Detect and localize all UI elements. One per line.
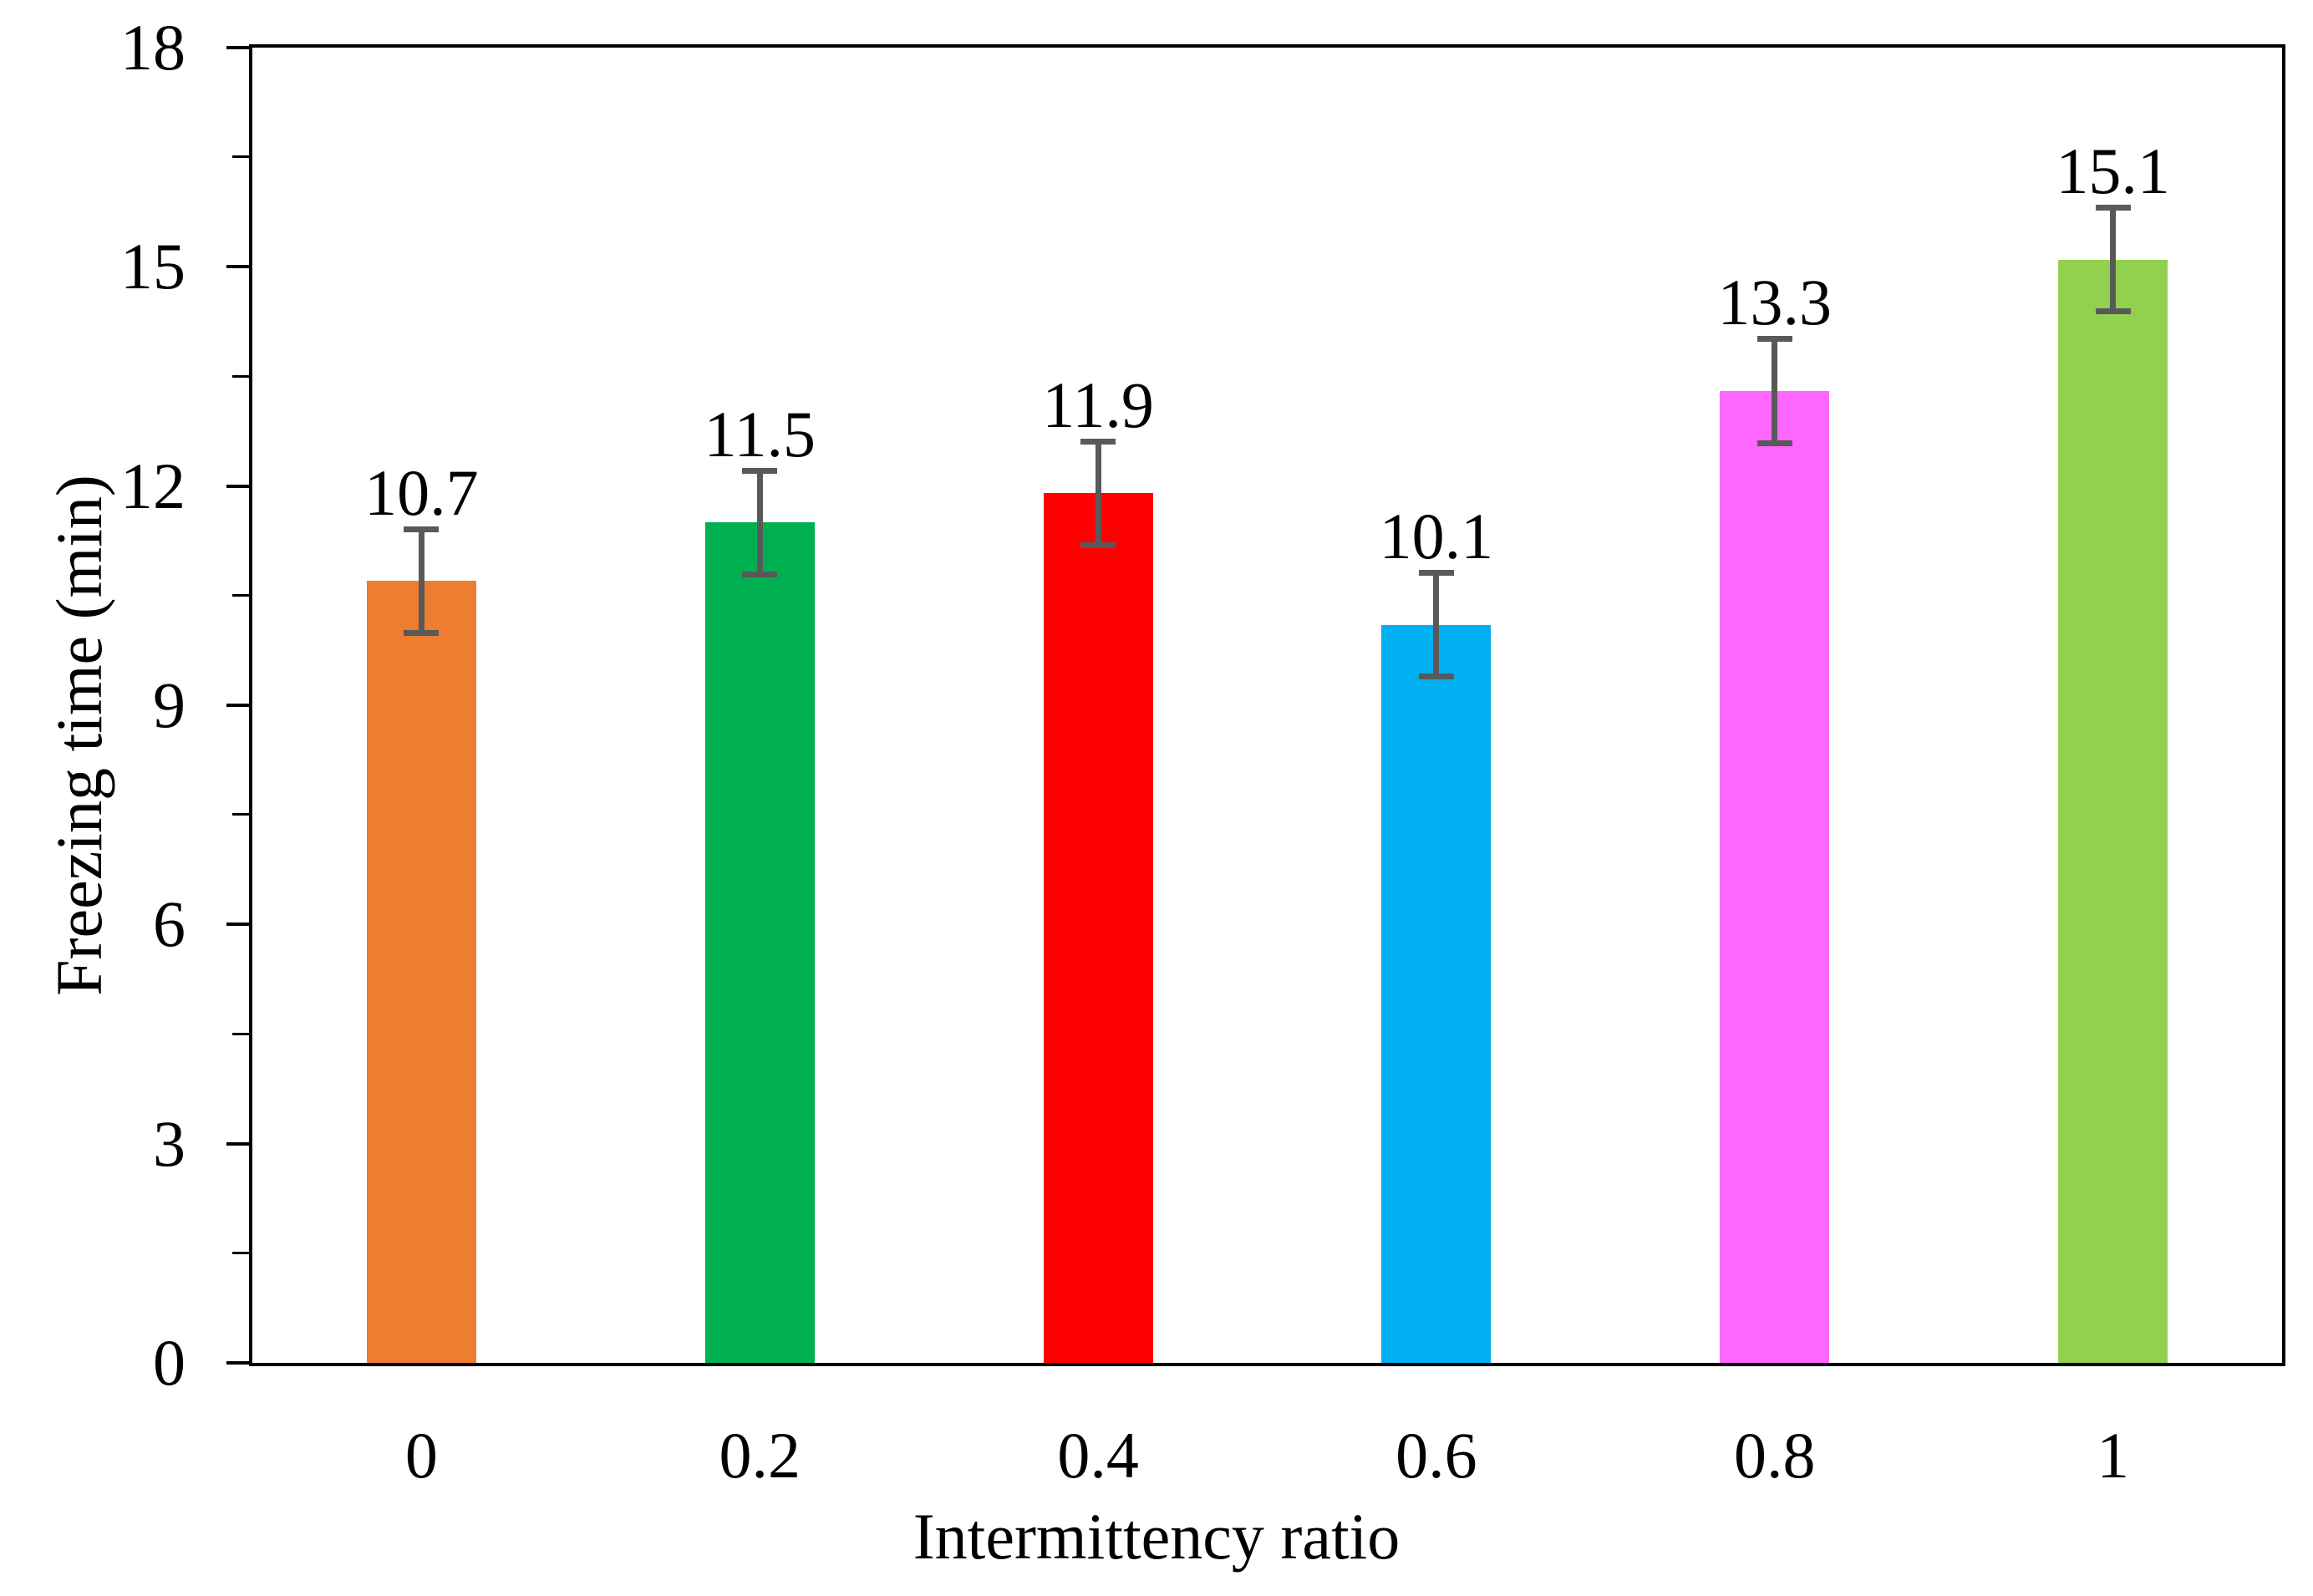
y-major-tick — [226, 1361, 249, 1365]
y-tick-label: 18 — [120, 11, 186, 84]
y-minor-tick — [232, 813, 249, 816]
y-tick-label: 6 — [153, 887, 186, 961]
y-minor-tick — [232, 1251, 249, 1254]
error-bar-line — [418, 526, 424, 636]
error-bar-cap-bottom — [742, 571, 778, 577]
error-bar-cap-bottom — [404, 629, 440, 636]
y-tick-label: 0 — [153, 1326, 186, 1399]
bar-1 — [2058, 259, 2168, 1363]
y-major-tick — [226, 46, 249, 49]
data-label: 10.7 — [364, 455, 479, 529]
error-bar-cap-top — [742, 467, 778, 474]
bar-0.2 — [704, 522, 815, 1363]
y-minor-tick — [232, 374, 249, 378]
error-bar-cap-top — [2095, 205, 2131, 211]
x-tick-label: 0 — [404, 1419, 438, 1492]
error-bar-line — [2110, 205, 2117, 315]
y-major-tick — [226, 265, 249, 269]
plot-inner: 10.7 11.5 11.9 10.1 13.3 15.1 — [252, 48, 2282, 1363]
y-major-tick — [226, 704, 249, 707]
y-tick-label: 12 — [120, 449, 186, 522]
x-tick-label: 0.8 — [1734, 1419, 1816, 1492]
y-major-tick — [226, 923, 249, 927]
y-major-tick — [226, 1141, 249, 1146]
error-bar-cap-top — [1418, 570, 1454, 577]
error-bar-line — [1095, 438, 1101, 548]
bar-0 — [366, 581, 476, 1363]
error-bar-cap-bottom — [1756, 440, 1792, 446]
y-tick-label: 9 — [153, 668, 186, 741]
plot-area: 10.7 11.5 11.9 10.1 13.3 15.1 — [249, 44, 2285, 1366]
x-tick-label: 1 — [2097, 1419, 2130, 1492]
bar-0.8 — [1720, 391, 1830, 1363]
x-tick-label: 0.2 — [719, 1419, 801, 1492]
error-bar-cap-bottom — [1418, 673, 1454, 680]
data-label: 11.9 — [1042, 368, 1154, 441]
data-label: 15.1 — [2056, 135, 2170, 207]
x-tick-label: 0.4 — [1057, 1419, 1139, 1492]
y-minor-tick — [232, 155, 249, 159]
data-label: 10.1 — [1379, 500, 1494, 573]
bar-0.6 — [1381, 624, 1492, 1363]
y-tick-label: 3 — [153, 1106, 186, 1180]
error-bar-cap-bottom — [1080, 541, 1116, 548]
y-minor-tick — [232, 593, 249, 597]
error-bar-line — [756, 467, 763, 577]
error-bar-cap-top — [1080, 438, 1116, 445]
y-tick-label: 15 — [120, 230, 186, 303]
y-major-tick — [226, 484, 249, 488]
error-bar-cap-bottom — [2095, 308, 2131, 315]
x-tick-label: 0.6 — [1395, 1419, 1477, 1492]
error-bar-line — [1433, 570, 1440, 680]
error-bar-line — [1772, 336, 1778, 446]
y-minor-tick — [232, 1032, 249, 1035]
error-bar-cap-top — [404, 526, 440, 532]
data-label: 13.3 — [1717, 266, 1833, 339]
error-bar-cap-top — [1756, 336, 1792, 343]
x-axis-title: Intermittency ratio — [912, 1500, 1401, 1573]
data-label: 11.5 — [704, 397, 816, 470]
bar-0.4 — [1043, 493, 1153, 1363]
